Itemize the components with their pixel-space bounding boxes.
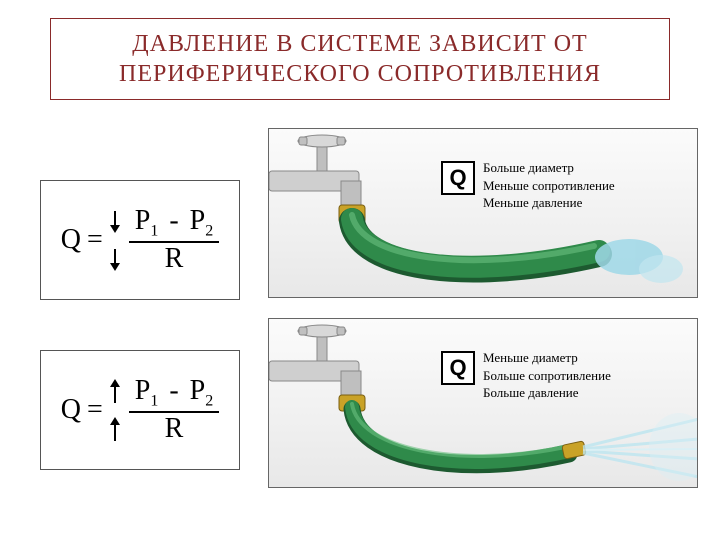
formula2-fraction: P1 - P2 R xyxy=(129,375,219,445)
formula-1: Q = P1 - P2 R xyxy=(61,205,220,275)
tap-icon xyxy=(269,325,361,399)
title-box: ДАВЛЕНИЕ В СИСТЕМЕ ЗАВИСИТ ОТ ПЕРИФЕРИЧЕ… xyxy=(50,18,670,100)
formula2-numerator: P1 - P2 xyxy=(129,375,219,412)
arrow-up-icon xyxy=(109,379,121,403)
caption-line: Больше сопротивление xyxy=(483,367,611,385)
formula-2: Q = P1 - P2 R xyxy=(61,375,220,445)
caption-line: Меньше сопротивление xyxy=(483,177,615,195)
caption-line: Меньше диаметр xyxy=(483,349,611,367)
formula1-denominator: R xyxy=(159,243,190,275)
formula1-arrows xyxy=(109,209,121,271)
arrow-up-icon xyxy=(109,417,121,441)
formula1-Q: Q xyxy=(61,224,81,256)
formula1-fraction: P1 - P2 R xyxy=(129,205,219,275)
formula-box-1: Q = P1 - P2 R xyxy=(40,180,240,300)
water-flow-icon xyxy=(595,239,683,283)
title-line-2: ПЕРИФЕРИЧЕСКОГО СОПРОТИВЛЕНИЯ xyxy=(71,59,649,89)
diagram-panel-narrow-hose: Q Меньше диаметр Больше сопротивление Бо… xyxy=(268,318,698,488)
formula1-eq: = xyxy=(87,224,103,256)
diagram-panel-wide-hose: Q Больше диаметр Меньше сопротивление Ме… xyxy=(268,128,698,298)
tap-hose-wide-svg xyxy=(269,129,698,298)
formula2-arrows xyxy=(109,379,121,441)
tap-icon xyxy=(269,135,361,209)
caption-panel-1: Больше диаметр Меньше сопротивление Мень… xyxy=(483,159,615,212)
caption-line: Меньше давление xyxy=(483,194,615,212)
arrow-down-icon xyxy=(109,209,121,233)
tap-hose-narrow-svg xyxy=(269,319,698,488)
water-spray-icon xyxy=(583,413,698,481)
formula1-numerator: P1 - P2 xyxy=(129,205,219,242)
arrow-down-icon xyxy=(109,247,121,271)
formula2-eq: = xyxy=(87,394,103,426)
q-label: Q xyxy=(441,161,475,195)
nozzle-icon xyxy=(562,441,586,459)
caption-panel-2: Меньше диаметр Больше сопротивление Боль… xyxy=(483,349,611,402)
caption-line: Больше диаметр xyxy=(483,159,615,177)
title-line-1: ДАВЛЕНИЕ В СИСТЕМЕ ЗАВИСИТ ОТ xyxy=(71,29,649,59)
formula2-denominator: R xyxy=(159,413,190,445)
formula-box-2: Q = P1 - P2 R xyxy=(40,350,240,470)
caption-line: Больше давление xyxy=(483,384,611,402)
q-label: Q xyxy=(441,351,475,385)
formula2-Q: Q xyxy=(61,394,81,426)
